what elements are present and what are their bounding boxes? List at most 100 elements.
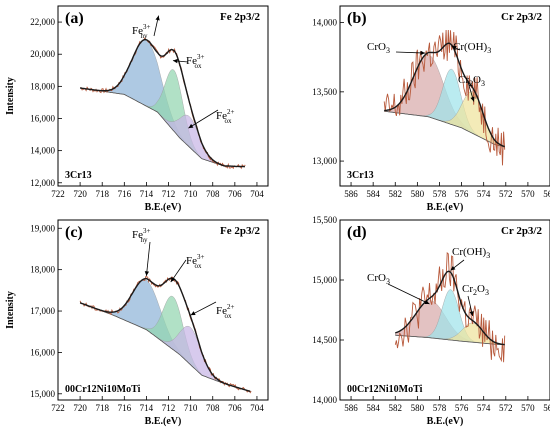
sample-label: 00Cr12Ni10MoTi bbox=[347, 384, 423, 395]
x-tick-label: 710 bbox=[184, 189, 198, 199]
peak-annotation: CrO3 bbox=[367, 41, 390, 55]
panel-tag: (b) bbox=[347, 10, 367, 27]
annotation-base: Fe bbox=[132, 229, 143, 241]
peak-annotation: Cr(OH)3 bbox=[453, 41, 491, 55]
annotation-sub: hy bbox=[140, 236, 148, 244]
x-tick-label: 704 bbox=[250, 189, 264, 199]
annotation-sub: hy bbox=[140, 32, 148, 40]
annotation-sub: 3 bbox=[486, 251, 490, 260]
annotation-base: Cr bbox=[458, 74, 469, 86]
y-tick-label: 19,000 bbox=[30, 223, 55, 233]
y-tick-label: 14,000 bbox=[312, 395, 337, 405]
x-tick-label: 706 bbox=[228, 189, 242, 199]
x-tick-label: 720 bbox=[73, 403, 87, 413]
x-tick-label: 574 bbox=[477, 403, 491, 413]
x-tick-label: 712 bbox=[162, 189, 176, 199]
annotation-arrowhead bbox=[190, 311, 196, 316]
peak-annotation: Fe3+ ox bbox=[186, 53, 205, 70]
annotation-sub: ox bbox=[224, 312, 232, 320]
annotation-arrowhead bbox=[470, 96, 475, 102]
axes-frame bbox=[57, 219, 269, 401]
annotation-sup: 3+ bbox=[197, 53, 205, 61]
annotation-arrowhead bbox=[450, 265, 456, 271]
x-tick-label: 578 bbox=[433, 189, 447, 199]
annotation-arrowhead bbox=[424, 300, 430, 305]
x-tick-label: 720 bbox=[73, 189, 87, 199]
raw-spectrum-line bbox=[383, 29, 506, 166]
peak-annotation: Fe2+ ox bbox=[216, 303, 235, 320]
panel-tag: (d) bbox=[347, 224, 367, 241]
annotation-arrowhead bbox=[420, 50, 426, 56]
panel-title: Cr 2p3/2 bbox=[501, 11, 543, 23]
x-tick-label: 582 bbox=[389, 403, 403, 413]
annotation-sup: 3+ bbox=[197, 253, 205, 261]
annotation-sup: 3+ bbox=[143, 227, 151, 235]
panel-c: 722 720 718 716 714 712 710 708 706 704 15,000 16,0… bbox=[5, 219, 269, 427]
axes-frame bbox=[339, 219, 550, 401]
y-tick-label: 13,500 bbox=[312, 87, 337, 97]
y-tick-label: 17,000 bbox=[30, 306, 55, 316]
x-tick-label: 708 bbox=[206, 189, 220, 199]
annotation-arrowhead bbox=[451, 46, 457, 51]
panel-tag: (c) bbox=[65, 224, 83, 241]
y-tick-label: 15,500 bbox=[312, 215, 337, 225]
annotation-sub: 2 bbox=[469, 79, 473, 88]
y-tick-label: 12,000 bbox=[30, 178, 55, 188]
panel-b: 586 584 582 580 578 576 574 572 570 568 13,000 13,5… bbox=[312, 5, 550, 213]
x-tick-label: 718 bbox=[95, 403, 109, 413]
x-axis-title: B.E.(eV) bbox=[427, 416, 464, 427]
annotation-sup: 2+ bbox=[227, 303, 235, 311]
peak-annotation: Cr2O3 bbox=[462, 283, 489, 297]
annotation-base: Cr(OH) bbox=[453, 41, 488, 53]
y-tick-label: 18,000 bbox=[30, 81, 55, 91]
panel-title: Fe 2p3/2 bbox=[220, 11, 261, 23]
annotation-arrow bbox=[188, 109, 219, 129]
annotation-base: O bbox=[477, 283, 485, 295]
fit-envelope-line bbox=[395, 270, 505, 346]
annotation-base: CrO bbox=[367, 41, 386, 53]
x-tick-label: 572 bbox=[499, 189, 513, 199]
x-tick-label: 580 bbox=[411, 189, 425, 199]
annotation-sub: 3 bbox=[481, 79, 485, 88]
x-tick-label: 580 bbox=[411, 403, 425, 413]
annotation-arrowhead bbox=[155, 15, 160, 21]
sample-label: 3Cr13 bbox=[347, 170, 374, 181]
x-tick-label: 704 bbox=[250, 403, 264, 413]
x-axis-title: B.E.(eV) bbox=[145, 416, 182, 427]
x-tick-label: 584 bbox=[366, 403, 380, 413]
annotation-sub: 3 bbox=[487, 46, 491, 55]
y-tick-label: 22,000 bbox=[30, 17, 55, 27]
panel-title: Fe 2p3/2 bbox=[220, 225, 261, 237]
annotation-arrow bbox=[387, 283, 430, 305]
x-tick-label: 714 bbox=[140, 189, 154, 199]
axes-frame bbox=[57, 5, 269, 187]
annotation-base: O bbox=[473, 74, 481, 86]
annotation-arrowhead bbox=[144, 271, 150, 276]
sample-label: 00Cr12Ni10MoTi bbox=[65, 384, 141, 395]
x-tick-label: 706 bbox=[228, 403, 242, 413]
annotation-arrow bbox=[146, 241, 151, 276]
annotation-sub: ox bbox=[194, 262, 202, 270]
y-tick-label: 15,000 bbox=[30, 389, 55, 399]
x-tick-label: 718 bbox=[95, 189, 109, 199]
x-tick-label: 708 bbox=[206, 403, 220, 413]
y-tick-label: 14,000 bbox=[312, 18, 337, 28]
x-tick-label: 716 bbox=[118, 189, 132, 199]
x-tick-label: 584 bbox=[366, 189, 380, 199]
y-tick-label: 13,000 bbox=[312, 156, 337, 166]
x-tick-label: 582 bbox=[389, 189, 403, 199]
axes-frame bbox=[339, 5, 550, 187]
annotation-sub: ox bbox=[224, 117, 232, 125]
y-tick-label: 14,000 bbox=[30, 146, 55, 156]
peak-annotation: Fe3+ hy bbox=[132, 23, 151, 40]
panel-a: 722 720 718 716 714 712 710 708 706 704 12,000 14,0… bbox=[5, 5, 269, 213]
peak-annotation: Cr(OH)3 bbox=[452, 246, 490, 260]
fit-envelope-line bbox=[79, 277, 251, 393]
y-tick-label: 15,000 bbox=[312, 275, 337, 285]
x-axis-title: B.E.(eV) bbox=[145, 202, 182, 213]
annotation-base: CrO bbox=[367, 272, 386, 284]
panel-d: 586 584 582 580 578 576 574 572 570 568 14,000 14,5… bbox=[312, 215, 550, 427]
peak-annotation: Fe2+ ox bbox=[216, 108, 235, 125]
y-tick-label: 14,500 bbox=[312, 335, 337, 345]
annotation-base: Fe bbox=[186, 255, 197, 267]
